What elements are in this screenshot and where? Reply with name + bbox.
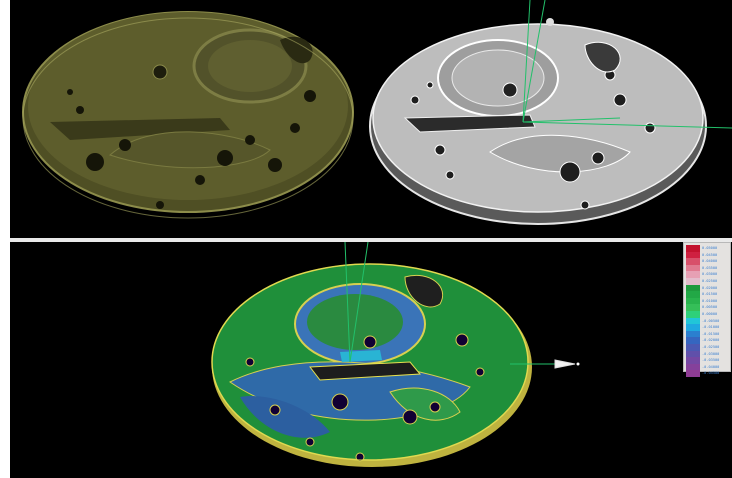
legend-label: -0.01500: [702, 331, 720, 336]
legend-label: 0.02000: [702, 285, 718, 290]
deviation-plate-model: [211, 263, 532, 467]
legend-row: 0.02000: [686, 284, 728, 292]
legend-swatch: [686, 277, 700, 285]
legend-label: -0.02000: [702, 338, 720, 343]
legend-row: 0.03000: [686, 271, 728, 278]
legend-row: -0.02000: [686, 337, 728, 344]
legend-row: 0.03500: [686, 264, 728, 272]
legend-swatch: [686, 304, 700, 311]
legend-row: -0.04500: [686, 370, 728, 377]
legend-row: 0.04500: [686, 251, 728, 259]
legend-label: -0.04000: [702, 364, 720, 369]
legend-swatch: [686, 291, 700, 298]
legend-swatch: [686, 284, 700, 292]
legend-swatch: [686, 251, 700, 259]
viewport-bottom[interactable]: [10, 242, 732, 478]
legend-swatch: [686, 271, 700, 278]
legend-label: -0.03000: [702, 351, 720, 356]
legend-row: -0.03500: [686, 357, 728, 364]
legend-swatch: [686, 317, 700, 325]
legend-label: 0.02500: [702, 278, 718, 283]
top-scene: [22, 0, 732, 225]
legend-label: -0.04500: [702, 371, 720, 376]
arrow-probe-icon: [554, 359, 580, 369]
legend-row: -0.01500: [686, 330, 728, 338]
legend-label: 0.01500: [702, 292, 718, 297]
legend-swatch: [686, 324, 700, 331]
legend-label: 0.03500: [702, 265, 718, 270]
legend-row: 0.01000: [686, 297, 728, 305]
legend-label: 0.00500: [702, 305, 718, 310]
legend-label: -0.01000: [702, 325, 720, 330]
legend-row: -0.00500: [686, 317, 728, 325]
legend-swatch: [686, 310, 700, 318]
legend-label: 0.04500: [702, 252, 718, 257]
legend-label: -0.00500: [702, 318, 720, 323]
legend-label: 0.00000: [702, 311, 718, 316]
legend-label: 0.05000: [702, 246, 718, 250]
legend-swatch: [686, 330, 700, 338]
legend-row: -0.04000: [686, 363, 728, 371]
legend-label: 0.01000: [702, 298, 718, 303]
legend-row: 0.00500: [686, 304, 728, 311]
legend-swatch: [686, 363, 700, 371]
legend-swatch: [686, 258, 700, 265]
white-plate-model: [369, 18, 707, 225]
legend-row: -0.03000: [686, 350, 728, 358]
legend-swatch: [686, 343, 700, 351]
legend-row: 0.05000: [686, 245, 728, 252]
viewport-divider[interactable]: [10, 238, 732, 242]
legend-swatch: [686, 245, 700, 252]
legend-row: -0.01000: [686, 324, 728, 331]
axis-gizmo-top: [522, 0, 732, 129]
legend-row: 0.00000: [686, 310, 728, 318]
legend-row: 0.04000: [686, 258, 728, 265]
legend-row: -0.02500: [686, 343, 728, 351]
bottom-scene: [211, 242, 580, 467]
legend-swatch: [686, 370, 700, 377]
color-scale-legend: 0.05000 0.04500 0.04000 0.03500 0.03000 0.025…: [683, 242, 731, 377]
legend-swatch: [686, 357, 700, 364]
legend-swatch: [686, 297, 700, 305]
legend-label: -0.03500: [702, 358, 720, 363]
legend-swatch: [686, 350, 700, 358]
legend-label: -0.02500: [702, 344, 720, 349]
legend-row: 0.01500: [686, 291, 728, 298]
legend-label: 0.03000: [702, 272, 718, 277]
legend-swatch: [686, 337, 700, 344]
legend-row: 0.02500: [686, 277, 728, 285]
olive-plate-model: [22, 11, 354, 219]
viewport-top[interactable]: [10, 0, 732, 238]
legend-label: 0.04000: [702, 259, 718, 264]
legend-swatch: [686, 264, 700, 272]
